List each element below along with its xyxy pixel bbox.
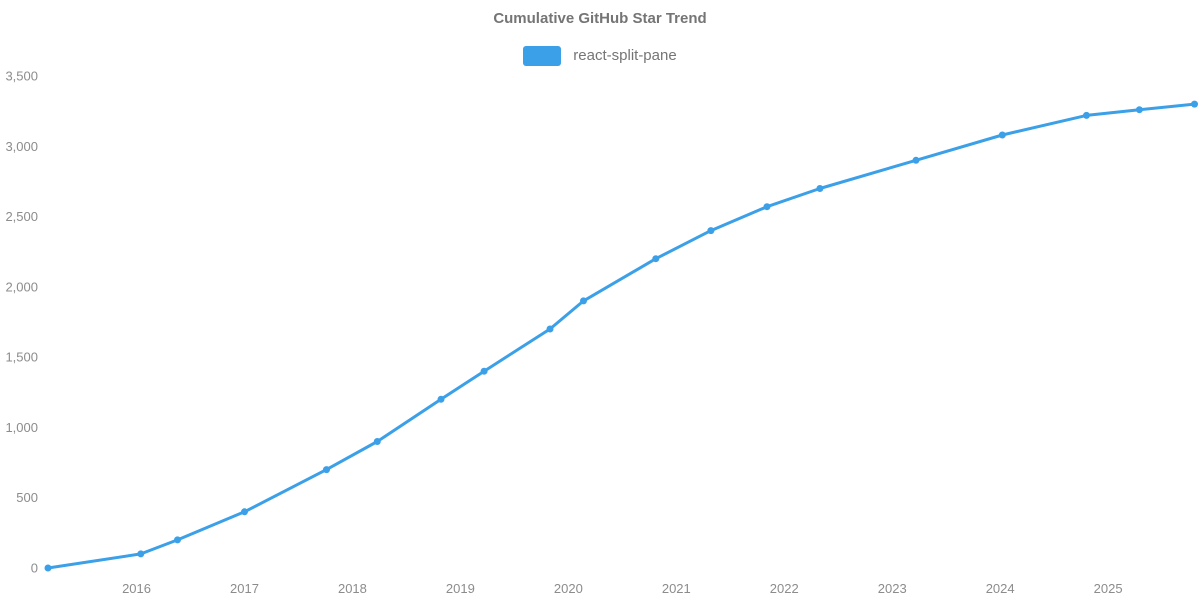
y-axis-tick-label: 2,000 — [5, 279, 38, 294]
x-axis-tick-label: 2024 — [986, 581, 1015, 596]
x-axis-tick-label: 2017 — [230, 581, 259, 596]
data-point-marker[interactable] — [1191, 100, 1198, 108]
data-point-marker[interactable] — [174, 536, 181, 544]
x-axis-tick-label: 2019 — [446, 581, 475, 596]
data-point-marker[interactable] — [44, 564, 52, 572]
data-point-marker[interactable] — [480, 367, 488, 375]
series-line — [46, 102, 1196, 570]
legend-swatch-icon — [523, 46, 562, 66]
y-axis-tick-label: 0 — [31, 561, 38, 576]
y-axis-tick-label: 3,000 — [5, 139, 38, 154]
y-axis-tick-label: 1,500 — [5, 350, 38, 365]
data-point-marker[interactable] — [546, 325, 554, 333]
data-point-marker[interactable] — [763, 203, 771, 211]
data-point-marker[interactable] — [652, 255, 660, 263]
data-point-marker[interactable] — [1083, 111, 1090, 119]
legend-item-react-split-pane[interactable]: react-split-pane — [523, 46, 677, 66]
data-point-marker[interactable] — [912, 156, 920, 164]
data-point-marker[interactable] — [241, 508, 248, 516]
x-axis-tick-label: 2018 — [338, 581, 367, 596]
x-axis-tick-label: 2016 — [122, 581, 151, 596]
data-point-marker[interactable] — [998, 131, 1006, 139]
data-point-marker[interactable] — [373, 438, 381, 445]
data-point-marker[interactable] — [816, 185, 824, 192]
x-axis-tick-label: 2020 — [554, 581, 583, 596]
data-point-marker[interactable] — [437, 395, 445, 403]
x-axis-tick-label: 2023 — [878, 581, 907, 596]
x-axis-tick-label: 2022 — [770, 581, 799, 596]
y-axis-tick-label: 1,000 — [5, 420, 38, 435]
data-point-marker[interactable] — [137, 550, 145, 558]
data-point-marker[interactable] — [323, 466, 330, 474]
data-point-marker[interactable] — [707, 227, 715, 235]
x-axis-tick-label: 2025 — [1094, 581, 1123, 596]
y-axis-tick-label: 2,500 — [5, 209, 38, 224]
y-axis-tick-label: 500 — [16, 490, 38, 505]
data-point-marker[interactable] — [580, 297, 587, 305]
chart-title: Cumulative GitHub Star Trend — [493, 10, 707, 27]
y-axis-tick-label: 3,500 — [5, 69, 38, 84]
legend: react-split-pane — [0, 46, 1200, 66]
data-point-marker[interactable] — [1135, 106, 1143, 114]
x-axis-tick-label: 2021 — [662, 581, 691, 596]
legend-label: react-split-pane — [573, 47, 677, 64]
